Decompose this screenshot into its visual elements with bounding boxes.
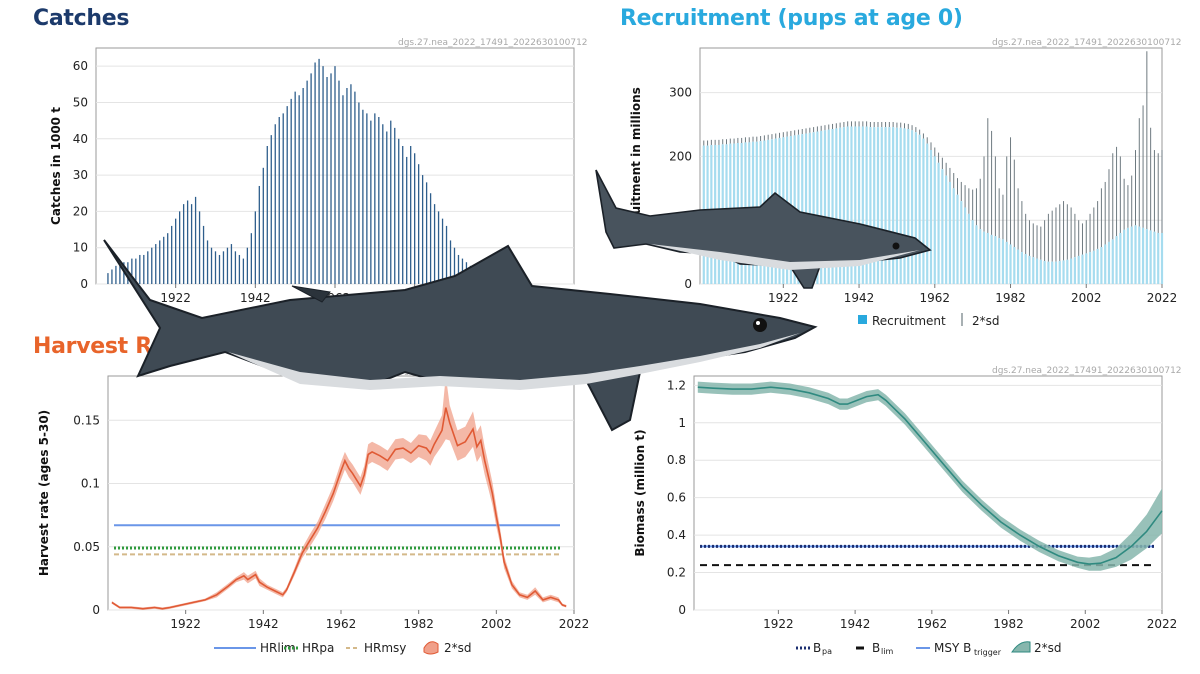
bpa-legend-sub: pa (822, 647, 832, 656)
harvest-chart: 0 0.05 0.1 0.15 1922 1942 1962 1982 2002 2022 Ha… (37, 375, 590, 655)
hrmsy-legend-label: HRmsy (364, 641, 406, 655)
biomass-legend: B pa B lim MSY B trigger 2*sd (796, 641, 1062, 657)
recruit-xtick-label: 1942 (844, 291, 875, 305)
biomass-ytick-label: 1.2 (667, 378, 686, 392)
recruit-xtick-label: 1962 (920, 291, 951, 305)
biomass-xtick-label: 2022 (1147, 617, 1178, 631)
harvest-sd-legend-label: 2*sd (444, 641, 472, 655)
harvest-ytick-label: 0.15 (73, 413, 100, 427)
catches-xtick-label: 1942 (240, 291, 271, 305)
recruit-xtick-label: 2002 (1071, 291, 1102, 305)
harvest-xtick-label: 1982 (403, 617, 434, 631)
bpa-legend-label: B (813, 641, 821, 655)
biomass-ytick-label: 0 (678, 603, 686, 617)
catches-ytick-label: 40 (73, 132, 88, 146)
catches-ytick-label: 10 (73, 241, 88, 255)
msy-btrigger-legend-sub: trigger (974, 648, 1002, 657)
biomass-xtick-label: 1982 (993, 617, 1024, 631)
recruitment-ref-code: dgs.27.nea_2022_17491_2022630100712 (992, 38, 1182, 48)
hrpa-legend-label: HRpa (302, 641, 334, 655)
harvest-sd-legend-swatch (423, 641, 439, 655)
biomass-ytick-label: 1 (678, 416, 686, 430)
recruit-xtick-label: 1982 (995, 291, 1026, 305)
harvest-xtick-label: 1942 (248, 617, 279, 631)
harvest-xtick-label: 1922 (170, 617, 201, 631)
catches-xtick-label: 1922 (160, 291, 191, 305)
recruitment-legend-sd: 2*sd (972, 314, 1000, 328)
recruitment-title: Recruitment (pups at age 0) (620, 6, 963, 31)
recruitment-legend-recruitment: Recruitment (872, 314, 946, 328)
biomass-ytick-label: 0.2 (667, 566, 686, 580)
harvest-ytick-label: 0.1 (81, 477, 100, 491)
recruit-ytick-label: 0 (684, 277, 692, 291)
recruit-ytick-label: 300 (669, 86, 692, 100)
harvest-xtick-label: 1962 (326, 617, 357, 631)
recruitment-ylabel: Recruitment in millions (629, 87, 643, 245)
catches-ytick-label: 0 (80, 277, 88, 291)
catches-title: Catches (33, 6, 130, 31)
biomass-ytick-label: 0.4 (667, 528, 686, 542)
biomass-sd-legend-label: 2*sd (1034, 641, 1062, 655)
harvest-ylabel: Harvest rate (ages 5-30) (37, 410, 51, 576)
biomass-xtick-label: 2002 (1070, 617, 1101, 631)
harvest-ytick-label: 0 (92, 603, 100, 617)
recruitment-legend: Recruitment 2*sd (858, 313, 1000, 328)
harvest-title: Harvest Ra (33, 334, 167, 359)
harvest-legend: HRlim HRpa HRmsy 2*sd (214, 641, 472, 655)
recruitment-legend-swatch (858, 315, 867, 324)
harvest-xtick-label: 2022 (559, 617, 590, 631)
biomass-chart: 0 0.2 0.4 0.6 0.8 1 1.2 1922 1942 1962 1982 2002 20… (633, 375, 1178, 657)
catches-ytick-label: 30 (73, 168, 88, 182)
biomass-ytick-label: 0.6 (667, 491, 686, 505)
harvest-sd-band (111, 376, 567, 610)
catches-ylabel: Catches in 1000 t (49, 107, 63, 225)
blim-legend-label: B (872, 641, 880, 655)
catches-ytick-label: 20 (73, 204, 88, 218)
blim-legend-sub: lim (881, 647, 893, 656)
biomass-ylabel: Biomass (million t) (633, 429, 647, 556)
biomass-sd-legend-swatch (1011, 641, 1031, 653)
small-shark-illustration (595, 169, 932, 289)
biomass-line (697, 386, 1163, 565)
catches-ref-code: dgs.27.nea_2022_17491_2022630100712 (398, 38, 588, 48)
recruit-ytick-label: 200 (669, 149, 692, 163)
biomass-xtick-label: 1962 (917, 617, 948, 631)
msy-btrigger-legend-label: MSY B (934, 641, 971, 655)
large-shark-illustration (103, 239, 818, 432)
biomass-sd-band (697, 381, 1162, 571)
biomass-xtick-label: 1942 (840, 617, 871, 631)
biomass-ytick-label: 0.8 (667, 453, 686, 467)
catches-ytick-label: 50 (73, 95, 88, 109)
harvest-rate-line (111, 407, 567, 610)
catches-ytick-label: 60 (73, 59, 88, 73)
harvest-ytick-label: 0.05 (73, 540, 100, 554)
recruit-xtick-label: 1922 (768, 291, 799, 305)
biomass-xtick-label: 1922 (763, 617, 794, 631)
harvest-xtick-label: 2002 (481, 617, 512, 631)
biomass-ref-code: dgs.27.nea_2022_17491_2022630100712 (992, 366, 1182, 376)
hrlim-legend-label: HRlim (260, 641, 296, 655)
recruit-xtick-label: 2022 (1147, 291, 1178, 305)
